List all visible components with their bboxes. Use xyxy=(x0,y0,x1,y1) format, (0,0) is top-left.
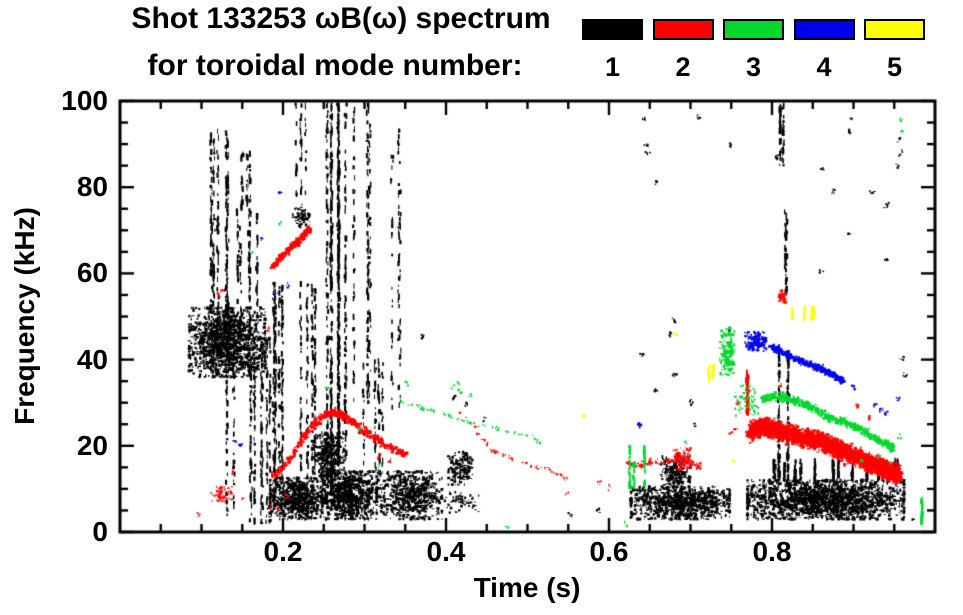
legend-swatch-mode-4 xyxy=(793,19,855,40)
legend-swatch-mode-2 xyxy=(652,19,714,40)
x-axis-label: Time (s) xyxy=(473,572,581,603)
legend-mode-number-5: 5 xyxy=(886,52,903,82)
y-tick-label: 100 xyxy=(61,85,108,116)
legend-mode-number-2: 2 xyxy=(675,52,691,82)
legend-swatch-mode-3 xyxy=(723,19,784,40)
legend-mode-number-4: 4 xyxy=(816,52,832,82)
y-tick-label: 60 xyxy=(76,257,108,289)
y-tick-label: 0 xyxy=(92,516,108,547)
y-tick-label: 80 xyxy=(76,171,108,203)
x-tick-label: 0.2 xyxy=(263,536,303,567)
legend-swatch-mode-1 xyxy=(582,19,643,40)
legend-swatch-mode-5 xyxy=(864,19,925,40)
y-axis-label: Frequency (kHz) xyxy=(9,207,40,425)
x-tick-label: 0.6 xyxy=(589,536,629,567)
x-tick-label: 0.4 xyxy=(426,536,466,567)
x-tick-label: 0.8 xyxy=(752,536,792,567)
legend-mode-number-3: 3 xyxy=(745,52,762,82)
y-tick-label: 20 xyxy=(76,429,108,461)
y-tick-label: 40 xyxy=(76,343,108,375)
legend-mode-number-1: 1 xyxy=(604,52,621,82)
